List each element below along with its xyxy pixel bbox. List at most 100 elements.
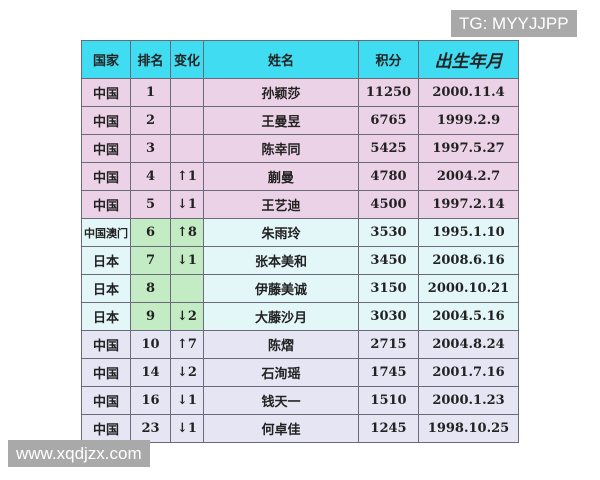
cell-rank: 8 [130,274,171,303]
cell-change: ↑1 [170,162,204,191]
cell-points: 1745 [358,358,419,387]
cell-change [170,274,204,303]
cell-birth: 1999.2.9 [418,106,519,135]
cell-points: 11250 [358,78,419,107]
cell-change: ↑7 [170,330,204,359]
table-row: 中国 23 ↓1 何卓佳 1245 1998.10.25 [81,414,519,443]
cell-birth: 2004.8.24 [418,330,519,359]
cell-country: 中国 [81,190,131,219]
cell-points: 3150 [358,274,419,303]
table-row: 日本 8 伊藤美诚 3150 2000.10.21 [81,274,519,303]
cell-birth: 2000.11.4 [418,78,519,107]
cell-country: 中国 [81,330,131,359]
cell-country: 中国 [81,386,131,415]
table-row: 中国 4 ↑1 蒯曼 4780 2004.2.7 [81,162,519,191]
cell-birth: 2001.7.16 [418,358,519,387]
cell-birth: 2008.6.16 [418,246,519,275]
cell-name: 王曼昱 [203,106,359,135]
cell-change [170,78,204,107]
cell-birth: 1995.1.10 [418,218,519,247]
cell-rank: 7 [130,246,171,275]
cell-name: 张本美和 [203,246,359,275]
cell-points: 3530 [358,218,419,247]
cell-name: 钱天一 [203,386,359,415]
header-rank: 排名 [130,40,171,79]
table-row: 日本 9 ↓2 大藤沙月 3030 2004.5.16 [81,302,519,331]
cell-birth: 1998.10.25 [418,414,519,443]
cell-rank: 1 [130,78,171,107]
cell-country: 中国 [81,78,131,107]
cell-points: 6765 [358,106,419,135]
cell-birth: 1997.2.14 [418,190,519,219]
header-points: 积分 [358,40,419,79]
header-name: 姓名 [203,40,359,79]
cell-name: 陈幸同 [203,134,359,163]
cell-name: 伊藤美诚 [203,274,359,303]
cell-rank: 2 [130,106,171,135]
cell-points: 5425 [358,134,419,163]
cell-name: 陈熠 [203,330,359,359]
cell-points: 3030 [358,302,419,331]
cell-rank: 3 [130,134,171,163]
cell-change: ↑8 [170,218,204,247]
table-row: 中国 14 ↓2 石洵瑶 1745 2001.7.16 [81,358,519,387]
cell-rank: 10 [130,330,171,359]
cell-change: ↓2 [170,302,204,331]
table-row: 中国 1 孙颖莎 11250 2000.11.4 [81,78,519,107]
cell-country: 日本 [81,274,131,303]
header-birth: 出生年月 [418,40,519,79]
cell-change: ↓1 [170,190,204,219]
header-change: 变化 [170,40,204,79]
cell-points: 1510 [358,386,419,415]
cell-country: 日本 [81,246,131,275]
table-row: 中国 16 ↓1 钱天一 1510 2000.1.23 [81,386,519,415]
table-row: 日本 7 ↓1 张本美和 3450 2008.6.16 [81,246,519,275]
cell-country: 中国 [81,134,131,163]
cell-birth: 2004.2.7 [418,162,519,191]
table-row: 中国澳门 6 ↑8 朱雨玲 3530 1995.1.10 [81,218,519,247]
cell-points: 3450 [358,246,419,275]
cell-birth: 1997.5.27 [418,134,519,163]
table-row: 中国 5 ↓1 王艺迪 4500 1997.2.14 [81,190,519,219]
cell-country: 日本 [81,302,131,331]
cell-country: 中国 [81,162,131,191]
cell-name: 大藤沙月 [203,302,359,331]
cell-rank: 6 [130,218,171,247]
table-row: 中国 10 ↑7 陈熠 2715 2004.8.24 [81,330,519,359]
cell-change [170,134,204,163]
cell-name: 石洵瑶 [203,358,359,387]
cell-change: ↓2 [170,358,204,387]
cell-change [170,106,204,135]
cell-birth: 2000.1.23 [418,386,519,415]
cell-rank: 4 [130,162,171,191]
cell-country: 中国 [81,358,131,387]
cell-change: ↓1 [170,414,204,443]
cell-name: 王艺迪 [203,190,359,219]
header-country: 国家 [81,40,131,79]
cell-name: 何卓佳 [203,414,359,443]
cell-points: 2715 [358,330,419,359]
header-row: 国家 排名 变化 姓名 积分 出生年月 [81,40,519,79]
cell-name: 蒯曼 [203,162,359,191]
cell-country: 中国 [81,414,131,443]
table-row: 中国 3 陈幸同 5425 1997.5.27 [81,134,519,163]
watermark-bottom: www.xqdjzx.com [8,440,150,467]
cell-rank: 9 [130,302,171,331]
cell-change: ↓1 [170,246,204,275]
cell-change: ↓1 [170,386,204,415]
ranking-table: 国家 排名 变化 姓名 积分 出生年月 中国 1 孙颖莎 11250 2000.11.4… [81,40,519,443]
cell-points: 4500 [358,190,419,219]
table-row: 中国 2 王曼昱 6765 1999.2.9 [81,106,519,135]
cell-rank: 14 [130,358,171,387]
cell-rank: 16 [130,386,171,415]
cell-name: 朱雨玲 [203,218,359,247]
cell-rank: 23 [130,414,171,443]
cell-country: 中国 [81,106,131,135]
cell-points: 4780 [358,162,419,191]
cell-birth: 2000.10.21 [418,274,519,303]
cell-name: 孙颖莎 [203,78,359,107]
cell-points: 1245 [358,414,419,443]
cell-birth: 2004.5.16 [418,302,519,331]
cell-country: 中国澳门 [81,218,131,247]
watermark-top: TG: MYYJJPP [451,10,577,37]
